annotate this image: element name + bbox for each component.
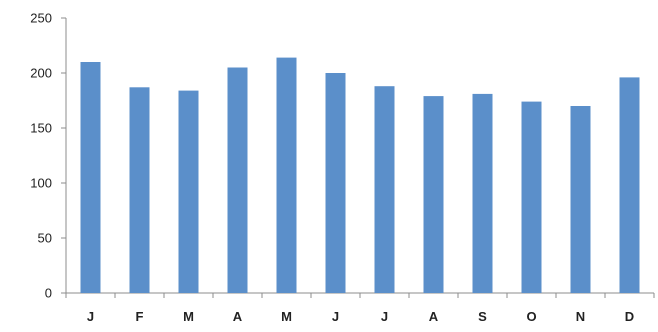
bars (80, 57, 640, 294)
bar (570, 106, 591, 293)
bar (472, 93, 493, 294)
x-tick-label: M (183, 309, 194, 324)
bar (619, 77, 640, 294)
y-axis: 0 50 100 150 200 250 (30, 11, 67, 301)
x-tick-label: O (526, 309, 536, 324)
bar (276, 57, 297, 293)
x-tick-label: N (576, 309, 585, 324)
bar (129, 87, 150, 293)
y-tick-label: 250 (30, 11, 52, 26)
bar (521, 101, 542, 293)
x-tick-label: J (87, 309, 94, 324)
bar (80, 62, 101, 293)
bar (325, 73, 346, 293)
bar (227, 67, 248, 293)
bar (178, 90, 199, 293)
y-tick-label: 150 (30, 121, 52, 136)
bar (423, 96, 444, 293)
x-tick-label: J (381, 309, 388, 324)
y-tick-label: 0 (45, 286, 52, 301)
y-tick-label: 50 (38, 231, 52, 246)
x-tick-label: D (625, 309, 634, 324)
x-tick-label: F (136, 309, 144, 324)
y-tick-label: 100 (30, 176, 52, 191)
x-tick-label: S (478, 309, 487, 324)
y-tick-label: 200 (30, 66, 52, 81)
x-tick-label: J (332, 309, 339, 324)
bar (374, 86, 395, 293)
x-tick-label: M (281, 309, 292, 324)
x-tick-label: A (233, 309, 243, 324)
x-tick-label: A (429, 309, 439, 324)
